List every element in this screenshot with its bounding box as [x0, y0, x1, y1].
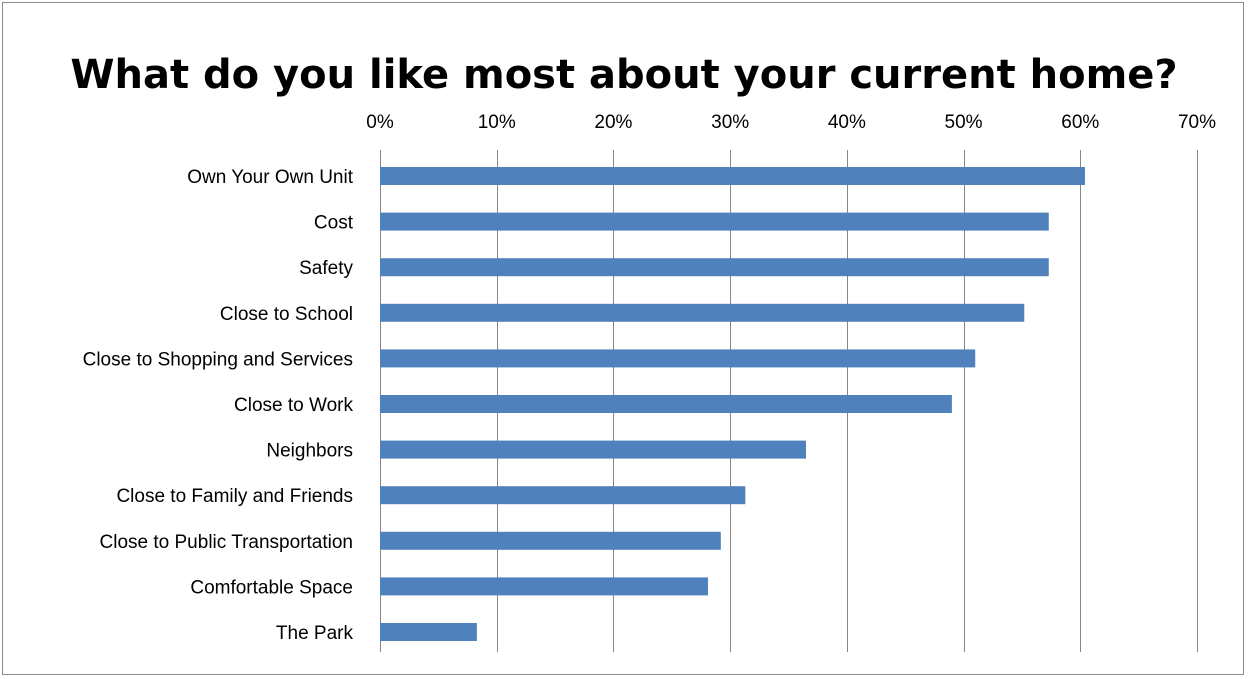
tick-label-60: 60%	[1061, 112, 1099, 133]
bar-9	[380, 577, 708, 596]
category-label-10: The Park	[276, 623, 354, 644]
bar-1	[380, 212, 1049, 231]
tick-label-0: 0%	[366, 112, 394, 133]
category-label-5: Close to Work	[234, 395, 353, 416]
tick-label-20: 20%	[594, 112, 632, 133]
category-label-7: Close to Family and Friends	[116, 486, 353, 507]
category-label-4: Close to Shopping and Services	[83, 349, 353, 370]
chart-title: What do you like most about your current…	[70, 52, 1178, 98]
tick-label-10: 10%	[478, 112, 516, 133]
bar-4	[380, 349, 976, 368]
category-label-3: Close to School	[220, 304, 353, 325]
category-label-0: Own Your Own Unit	[187, 167, 354, 188]
bar-0	[380, 167, 1085, 185]
bar-5	[380, 395, 952, 413]
bar-3	[380, 303, 1025, 322]
category-label-1: Cost	[314, 213, 354, 234]
category-label-2: Safety	[299, 258, 353, 279]
bar-2	[380, 258, 1049, 277]
tick-label-70: 70%	[1178, 112, 1216, 133]
bar-8	[380, 531, 721, 550]
category-label-8: Close to Public Transportation	[100, 532, 353, 553]
category-label-6: Neighbors	[266, 441, 353, 462]
tick-label-50: 50%	[945, 112, 983, 133]
bar-7	[380, 486, 746, 505]
tick-label-30: 30%	[711, 112, 749, 133]
value-axis-tick-labels: 0% 10% 20% 30% 40% 50% 60% 70%	[366, 112, 1216, 133]
bar-10	[380, 623, 477, 641]
bar-6	[380, 440, 807, 459]
category-labels: Own Your Own Unit Cost Safety Close to Scho…	[83, 167, 354, 644]
tick-label-40: 40%	[828, 112, 866, 133]
bars	[380, 167, 1085, 641]
category-label-9: Comfortable Space	[190, 577, 353, 598]
